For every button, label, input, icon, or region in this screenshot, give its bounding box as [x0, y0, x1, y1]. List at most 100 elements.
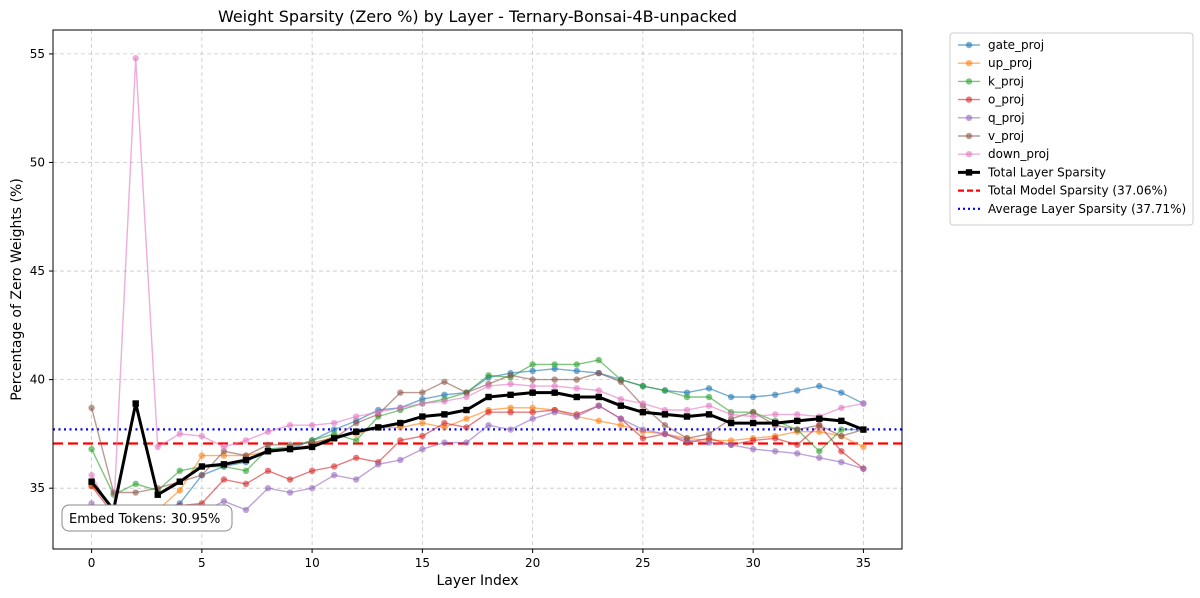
legend-entry-o-proj: o_proj — [958, 93, 1024, 107]
data-point — [860, 426, 867, 433]
data-point — [419, 413, 426, 420]
data-point — [286, 422, 294, 429]
data-point — [419, 400, 426, 407]
legend-swatch-marker — [965, 151, 973, 158]
data-point — [88, 404, 95, 412]
data-point — [176, 478, 183, 485]
data-point — [838, 432, 845, 440]
data-point — [860, 465, 867, 472]
data-point — [375, 461, 382, 468]
data-point — [595, 356, 602, 364]
legend-swatch-marker — [965, 132, 973, 140]
data-point — [264, 428, 272, 435]
data-point — [617, 422, 625, 429]
series-line — [91, 368, 864, 513]
data-point — [551, 361, 558, 368]
data-point — [441, 378, 448, 385]
data-point — [772, 435, 779, 442]
axes-frame — [52, 29, 903, 550]
data-point — [595, 369, 602, 377]
data-point — [772, 391, 779, 399]
data-point — [132, 400, 139, 407]
data-point — [397, 437, 404, 444]
data-point — [551, 389, 558, 396]
data-point — [794, 441, 801, 448]
data-point — [507, 408, 514, 416]
data-point — [485, 393, 492, 401]
data-point — [220, 443, 228, 451]
data-point — [353, 413, 360, 420]
legend-label: o_proj — [988, 93, 1024, 107]
data-point — [132, 55, 139, 62]
data-point — [727, 419, 735, 427]
data-point — [507, 372, 514, 379]
series-q-proj — [88, 402, 867, 524]
data-point — [397, 456, 404, 464]
data-point — [330, 463, 338, 470]
data-point — [683, 393, 691, 401]
data-point — [507, 426, 514, 433]
data-point — [485, 422, 492, 429]
data-point — [816, 422, 823, 429]
legend-swatch-marker — [965, 114, 973, 122]
data-point — [573, 385, 580, 392]
data-point — [419, 419, 426, 427]
data-point — [286, 489, 294, 496]
data-point — [286, 445, 294, 453]
data-point — [353, 419, 360, 427]
data-point — [772, 411, 779, 418]
data-point — [573, 376, 580, 383]
data-point — [661, 387, 669, 394]
legend-entry-total-model-sparsity: Total Model Sparsity (37.06%) — [958, 184, 1168, 198]
data-point — [727, 411, 735, 418]
data-point — [794, 426, 801, 433]
x-tick-label: 15 — [415, 556, 430, 570]
legend-swatch-marker — [965, 169, 973, 176]
data-point — [176, 430, 183, 438]
data-point — [419, 432, 426, 440]
x-tick-label: 0 — [88, 556, 96, 570]
data-point — [198, 471, 206, 479]
data-point — [264, 467, 272, 475]
data-point — [639, 400, 647, 407]
data-point — [816, 454, 823, 461]
data-point — [463, 415, 470, 422]
data-point — [529, 361, 536, 368]
data-point — [397, 404, 404, 412]
data-point — [353, 428, 360, 435]
legend-label: k_proj — [988, 74, 1024, 88]
y-tick-label: 40 — [30, 373, 45, 387]
data-point — [705, 439, 713, 446]
x-axis-ticks: 0 5 10 15 20 25 30 35 — [88, 549, 871, 570]
data-point — [838, 458, 845, 466]
legend-entry-k-proj: k_proj — [958, 74, 1024, 88]
data-point — [661, 430, 669, 438]
data-point — [860, 443, 867, 451]
data-point — [419, 445, 426, 453]
data-point — [88, 445, 95, 453]
data-point — [463, 424, 470, 431]
legend: gate_proj up_proj k_proj o_proj q_proj v_proj… — [949, 32, 1194, 226]
data-point — [353, 476, 360, 483]
data-point — [683, 435, 691, 442]
data-point — [816, 448, 823, 455]
data-point — [794, 417, 801, 425]
data-point — [441, 411, 448, 418]
data-point — [595, 417, 602, 425]
data-point — [242, 437, 250, 444]
data-point — [330, 435, 338, 442]
legend-entry-down-proj: down_proj — [958, 147, 1049, 161]
x-axis-title: Layer Index — [436, 573, 518, 589]
plot-series — [88, 55, 867, 524]
data-point — [198, 452, 206, 459]
data-point — [617, 402, 625, 409]
legend-swatch-marker — [965, 60, 973, 67]
data-point — [132, 480, 139, 488]
data-point — [220, 498, 228, 505]
y-axis-title: Percentage of Zero Weights (%) — [9, 178, 25, 401]
data-point — [441, 419, 448, 427]
data-point — [242, 506, 250, 514]
data-point — [529, 382, 536, 390]
data-point — [286, 476, 294, 483]
data-point — [573, 393, 580, 401]
